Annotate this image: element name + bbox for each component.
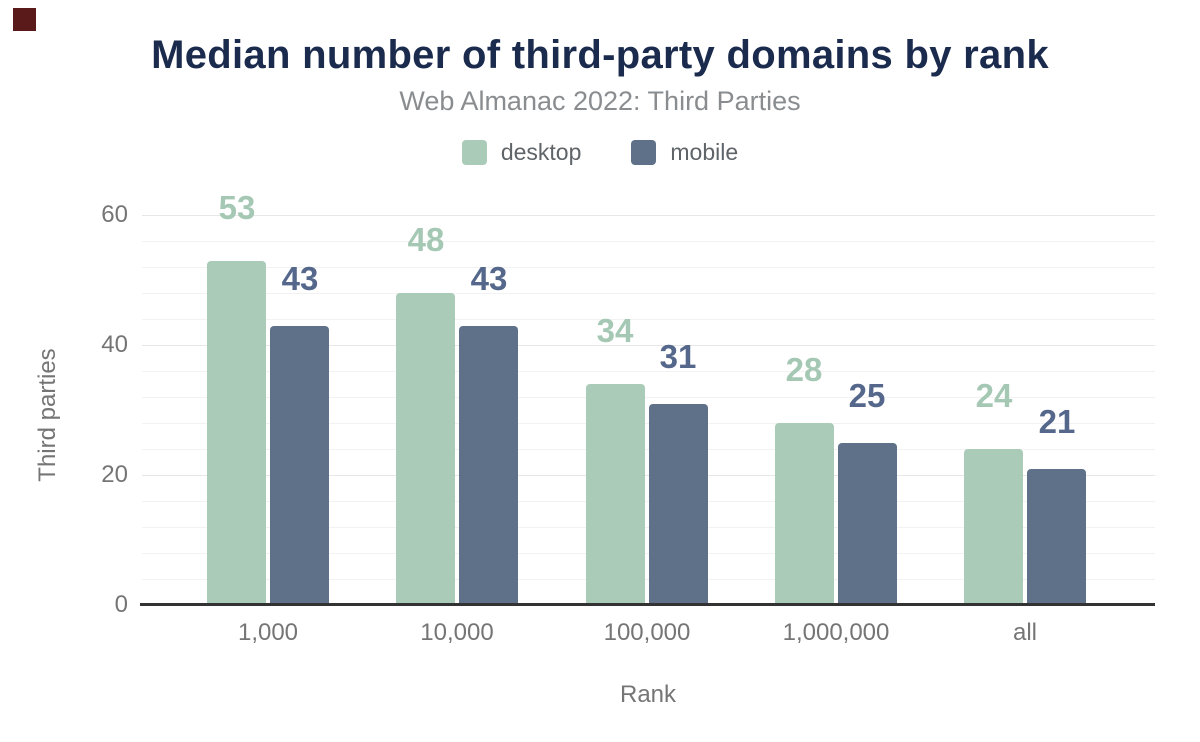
minor-gridline xyxy=(142,527,1155,528)
bar-value-label: 31 xyxy=(659,338,697,375)
legend-swatch-icon xyxy=(631,140,657,165)
bar-desktop-10000 xyxy=(396,293,455,605)
bar-desktop-100000 xyxy=(586,384,645,605)
bar-value-label: 48 xyxy=(407,221,445,258)
bar-desktop-1000 xyxy=(207,261,266,606)
x-axis-line xyxy=(140,603,1155,606)
minor-gridline xyxy=(142,293,1155,294)
bar-value-label: 28 xyxy=(785,351,823,388)
minor-gridline xyxy=(142,423,1155,424)
minor-gridline xyxy=(142,553,1155,554)
minor-gridline xyxy=(142,371,1155,372)
bar-mobile-100000 xyxy=(649,404,708,606)
bar-value-label: 21 xyxy=(1038,403,1076,440)
chart-subtitle: Web Almanac 2022: Third Parties xyxy=(399,86,801,116)
minor-gridline xyxy=(142,397,1155,398)
major-gridline xyxy=(142,215,1155,216)
x-axis-title: Rank xyxy=(619,681,677,708)
x-tick-label: 1,000,000 xyxy=(782,619,890,646)
minor-gridline xyxy=(142,241,1155,242)
bar-mobile-1000 xyxy=(270,326,329,606)
legend-item-desktop: desktop xyxy=(461,139,582,166)
x-tick-label: 1,000 xyxy=(237,619,299,646)
minor-gridline xyxy=(142,501,1155,502)
bar-value-label: 34 xyxy=(596,312,634,349)
legend: desktop mobile xyxy=(0,139,1200,166)
y-tick-label: 20 xyxy=(101,461,128,488)
bar-value-label: 53 xyxy=(218,189,256,226)
legend-label: desktop xyxy=(500,139,582,165)
x-tick-label: all xyxy=(1012,619,1037,646)
y-axis-title: Third parties xyxy=(34,348,61,482)
y-tick-label: 0 xyxy=(114,591,128,618)
minor-gridline xyxy=(142,319,1155,320)
bar-value-label: 43 xyxy=(281,260,319,297)
corner-marker xyxy=(13,8,36,31)
legend-label: mobile xyxy=(670,139,739,165)
bar-mobile-10000 xyxy=(459,326,518,606)
bar-desktop-1000000 xyxy=(775,423,834,605)
x-tick-label: 100,000 xyxy=(603,619,691,646)
minor-gridline xyxy=(142,449,1155,450)
bar-value-label: 24 xyxy=(975,377,1013,414)
minor-gridline xyxy=(142,579,1155,580)
bar-value-label: 43 xyxy=(470,260,508,297)
major-gridline xyxy=(142,345,1155,346)
y-tick-label: 60 xyxy=(101,201,128,228)
major-gridline xyxy=(142,475,1155,476)
bar-mobile-1000000 xyxy=(838,443,897,606)
chart-title: Median number of third-party domains by … xyxy=(151,33,1049,77)
bar-value-label: 25 xyxy=(848,377,886,414)
x-tick-label: 10,000 xyxy=(420,619,494,646)
minor-gridline xyxy=(142,267,1155,268)
bar-desktop-all xyxy=(964,449,1023,605)
y-tick-label: 40 xyxy=(101,331,128,358)
legend-swatch-icon xyxy=(461,140,487,165)
bar-mobile-all xyxy=(1027,469,1086,606)
legend-item-mobile: mobile xyxy=(631,139,738,166)
